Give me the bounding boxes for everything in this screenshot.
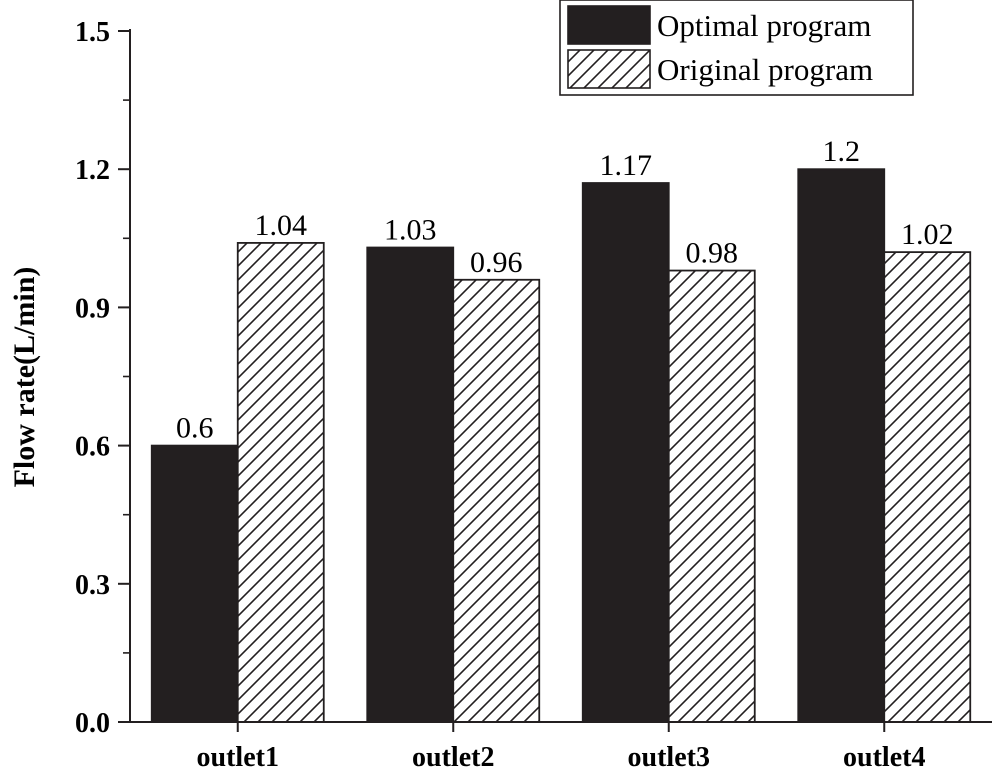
y-tick-label-1.5: 1.5: [75, 17, 110, 48]
bar-outlet3-optimal: [581, 182, 670, 723]
bar-outlet4-optimal: [797, 168, 886, 723]
x-tick-label-outlet4: outlet4: [843, 742, 925, 773]
data-label-outlet3-original: 0.98: [686, 237, 739, 270]
data-label-outlet4-original: 1.02: [901, 218, 954, 251]
bar-outlet3-original: [667, 269, 756, 723]
y-tick-label-0.9: 0.9: [75, 293, 110, 324]
data-label-outlet2-optimal: 1.03: [384, 214, 437, 247]
bar-outlet4-original: [883, 251, 972, 723]
y-tick-label-0.6: 0.6: [75, 432, 110, 463]
x-tick-label-outlet3: outlet3: [628, 742, 710, 773]
data-label-outlet1-original: 1.04: [255, 209, 308, 242]
bar-outlet2-original: [452, 278, 541, 723]
legend-swatch-original: [567, 49, 651, 89]
x-tick-label-outlet2: outlet2: [412, 742, 494, 773]
bar-outlet1-original: [236, 242, 325, 723]
y-axis-title: Flow rate(L/min): [8, 267, 41, 488]
data-labels-layer: 0.6 1.04 1.03 0.96 1.17 0.98 1.2 1.02: [176, 135, 954, 444]
bar-outlet1-optimal: [150, 444, 239, 723]
legend-swatch-optimal: [567, 5, 651, 45]
data-label-outlet2-original: 0.96: [470, 246, 523, 279]
y-tick-label-0.3: 0.3: [75, 570, 110, 601]
bars-layer: [150, 168, 972, 723]
data-label-outlet4-optimal: 1.2: [823, 135, 861, 168]
y-tick-label-1.2: 1.2: [75, 155, 110, 186]
data-label-outlet1-optimal: 0.6: [176, 412, 214, 445]
bar-outlet2-optimal: [366, 246, 455, 723]
legend: Optimal program Original program: [559, 0, 914, 96]
legend-label-original: Original program: [657, 52, 873, 87]
axes-layer: outlet1 outlet2 outlet3 outlet4 0.0 0.3 0.6 0.9…: [75, 17, 992, 773]
data-label-outlet3-optimal: 1.17: [600, 149, 653, 182]
x-tick-label-outlet1: outlet1: [197, 742, 279, 773]
legend-label-optimal: Optimal program: [657, 8, 871, 43]
y-tick-label-0.0: 0.0: [75, 708, 110, 739]
